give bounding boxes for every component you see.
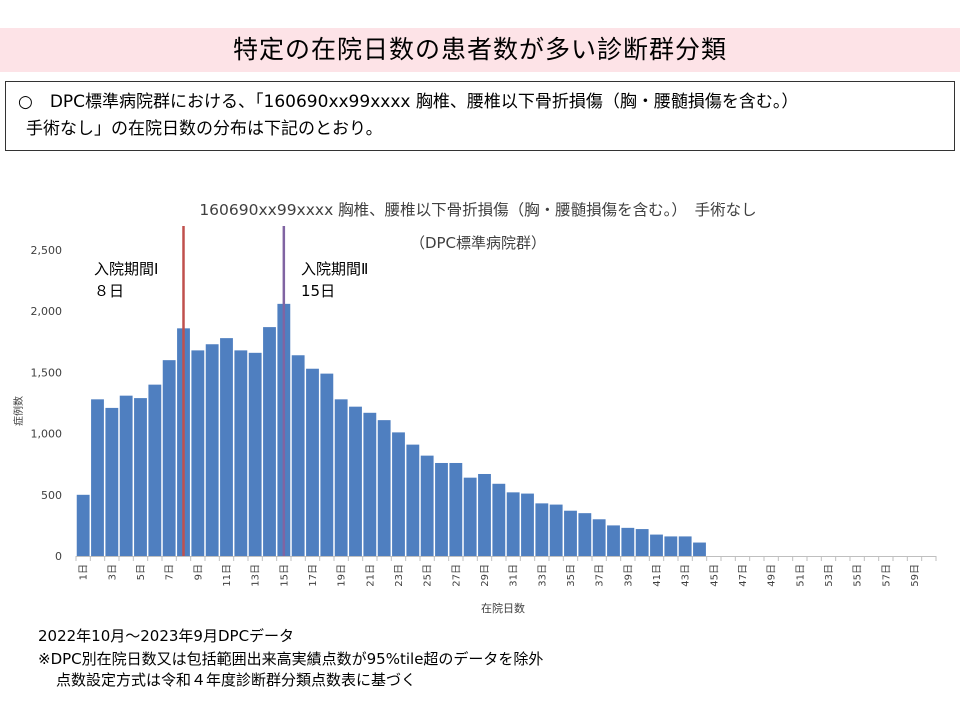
x-tick-label: 39日 — [623, 564, 634, 587]
chart-title: 160690xx99xxxx 胸椎、腰椎以下骨折損傷（胸・腰髄損傷を含む。） 手… — [199, 201, 756, 219]
bar — [521, 493, 534, 556]
x-tick-label: 59日 — [910, 564, 921, 587]
footer-line-2: ※DPC別在院日数又は包括範囲出来高実績点数が95%tile超のデータを除外 — [38, 650, 544, 668]
x-tick-label: 37日 — [595, 564, 606, 587]
x-tick-label: 31日 — [509, 564, 520, 587]
bar — [492, 483, 506, 556]
bar — [463, 477, 477, 556]
bar — [607, 525, 620, 556]
y-tick-label: 1,500 — [31, 366, 63, 379]
bars — [76, 303, 706, 556]
x-tick-label: 55日 — [853, 564, 864, 587]
note-line-2: 手術なし」の在院日数の分布は下記のとおり。 — [26, 119, 383, 139]
x-tick-label: 35日 — [566, 564, 577, 587]
bar — [162, 360, 176, 556]
bar — [478, 473, 491, 556]
x-tick-label: 7日 — [165, 564, 176, 580]
bar — [248, 352, 262, 556]
x-tick-label: 25日 — [423, 564, 434, 587]
x-tick-label: 13日 — [251, 564, 262, 587]
bar — [105, 407, 119, 556]
bar — [76, 494, 90, 556]
bar — [449, 462, 463, 556]
x-tick-label: 45日 — [709, 564, 720, 587]
page-title: 特定の在院日数の患者数が多い診断群分類 — [232, 35, 727, 64]
bar — [435, 462, 448, 556]
x-tick-label: 49日 — [767, 564, 778, 587]
y-tick-label: 2,500 — [31, 244, 63, 257]
bar — [392, 432, 405, 556]
x-tick-label: 9日 — [193, 564, 204, 580]
bar — [535, 503, 549, 556]
bar — [693, 542, 706, 556]
y-tick-label: 2,000 — [31, 305, 63, 318]
marker-label: 入院期間Ⅰ — [94, 260, 158, 278]
bar — [664, 536, 678, 556]
x-tick-label: 33日 — [537, 564, 548, 587]
bar — [148, 384, 162, 556]
bar — [635, 529, 649, 556]
marker-value-label: 15日 — [301, 282, 335, 300]
x-axis-label: 在院日数 — [481, 601, 525, 615]
bar — [377, 420, 391, 556]
bar — [334, 399, 348, 556]
y-axis-label: 症例数 — [12, 396, 25, 426]
x-tick-label: 41日 — [652, 564, 663, 587]
chart-subtitle: （DPC標準病院群） — [410, 234, 546, 252]
bar — [592, 519, 606, 556]
x-axis: 1日 3日 5日 7日 9日 11日 13日 15日 17日 19日 21日 23日 25日 27日 29日… — [75, 556, 937, 587]
x-tick-label: 43日 — [681, 564, 692, 587]
bar — [650, 534, 663, 556]
x-tick-label: 27日 — [451, 564, 462, 587]
y-tick-label: 500 — [41, 489, 62, 502]
bar — [578, 513, 592, 556]
y-axis: 0 500 1,000 1,500 2,000 2,500 — [31, 244, 63, 563]
bar — [119, 395, 133, 556]
bar — [306, 368, 319, 556]
x-tick-label: 1日 — [79, 564, 90, 580]
note-box: ○ DPC標準病院群における、「160690xx99xxxx 胸椎、腰椎以下骨折… — [5, 81, 955, 151]
x-tick-label: 51日 — [795, 564, 806, 587]
bar — [549, 504, 563, 556]
footer-line-1: 2022年10月～2023年9月DPCデータ — [38, 627, 295, 645]
bar — [134, 398, 147, 556]
bar — [420, 455, 434, 556]
note-line-1: ○ DPC標準病院群における、「160690xx99xxxx 胸椎、腰椎以下骨折… — [18, 92, 799, 112]
bar — [291, 355, 305, 556]
bar — [320, 373, 334, 556]
bar — [621, 527, 635, 556]
x-tick-label: 23日 — [394, 564, 405, 587]
x-tick-label: 5日 — [136, 564, 147, 580]
bar — [263, 327, 276, 556]
bar — [191, 350, 205, 556]
x-tick-label: 29日 — [480, 564, 491, 587]
marker-label: 入院期間Ⅱ — [301, 260, 368, 278]
y-tick-label: 0 — [55, 550, 62, 563]
x-tick-label: 53日 — [824, 564, 835, 587]
marker-value-label: ８日 — [94, 282, 124, 300]
bar — [220, 338, 233, 556]
bar — [564, 510, 577, 556]
x-tick-label: 17日 — [308, 564, 319, 587]
x-tick-label: 3日 — [107, 564, 118, 580]
bar — [678, 536, 692, 556]
footer-line-3: 点数設定方式は令和４年度診断群分類点数表に基づく — [56, 671, 417, 689]
markers: 入院期間Ⅰ ８日 入院期間Ⅱ 15日 — [94, 226, 368, 556]
y-tick-label: 1,000 — [31, 428, 63, 441]
bar — [363, 412, 377, 556]
title-band — [0, 28, 960, 72]
bar — [234, 350, 248, 556]
bar — [406, 444, 420, 556]
x-tick-label: 47日 — [738, 564, 749, 587]
x-tick-label: 19日 — [337, 564, 348, 587]
x-tick-label: 21日 — [365, 564, 376, 587]
bar — [205, 344, 219, 556]
x-tick-label: 11日 — [222, 564, 233, 587]
x-tick-label: 15日 — [279, 564, 290, 587]
bar — [506, 492, 520, 556]
x-tick-label: 57日 — [881, 564, 892, 587]
bar — [91, 399, 104, 556]
bar — [349, 406, 362, 556]
